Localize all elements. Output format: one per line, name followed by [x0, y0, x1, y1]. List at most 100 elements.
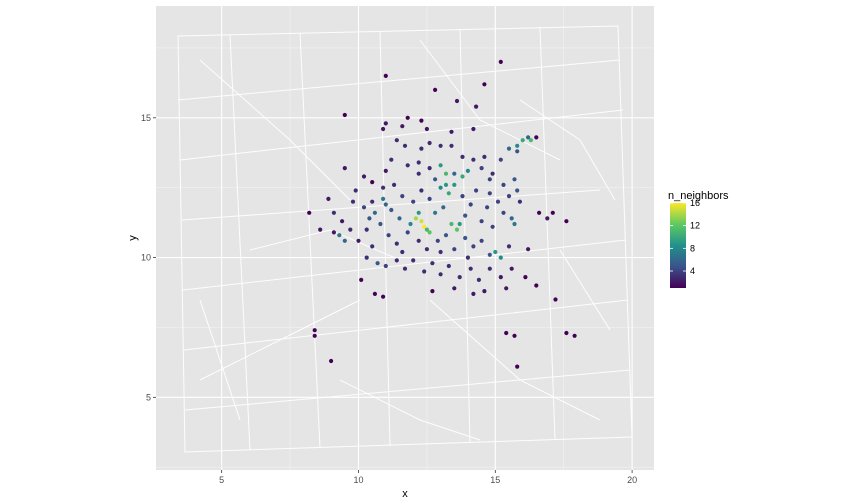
data-point: [318, 227, 323, 232]
data-point: [520, 138, 525, 143]
data-point: [498, 59, 503, 64]
data-point: [482, 154, 487, 159]
data-point: [356, 238, 361, 243]
street: [299, 32, 321, 449]
legend-colorbar: [670, 203, 686, 288]
data-point: [370, 244, 375, 249]
street: [419, 39, 561, 161]
data-point: [422, 269, 427, 274]
data-point: [367, 216, 372, 221]
minor-grid: [156, 6, 654, 470]
data-point: [537, 210, 542, 215]
street: [183, 299, 629, 351]
street: [559, 249, 611, 331]
y-tick-label: 10: [141, 253, 151, 263]
data-point: [572, 333, 577, 338]
data-point: [394, 241, 399, 246]
data-point: [495, 199, 501, 204]
data-point: [479, 166, 484, 171]
data-point: [402, 266, 408, 271]
data-point: [498, 157, 503, 162]
data-point: [512, 177, 517, 182]
data-point: [487, 266, 492, 271]
data-point: [383, 73, 388, 78]
street: [179, 109, 624, 161]
data-point: [383, 263, 388, 269]
data-point: [460, 154, 465, 159]
data-point: [512, 333, 517, 338]
data-point: [468, 266, 473, 271]
data-point: [564, 330, 569, 336]
data-point: [523, 275, 528, 280]
data-point: [364, 255, 369, 260]
data-points: [307, 59, 577, 369]
data-point: [331, 210, 336, 215]
data-point: [515, 149, 520, 154]
data-point: [427, 196, 432, 201]
data-point: [460, 174, 465, 179]
data-point: [405, 115, 410, 120]
data-point: [482, 82, 487, 87]
data-point: [378, 221, 383, 227]
x-tick-label: 15: [490, 475, 500, 485]
data-point: [441, 205, 446, 210]
data-point: [515, 143, 520, 148]
data-point: [506, 244, 512, 249]
data-point: [471, 291, 476, 296]
data-point: [463, 235, 468, 241]
data-point: [512, 221, 517, 227]
data-point: [471, 126, 476, 132]
data-point: [416, 238, 421, 243]
data-point: [372, 291, 377, 296]
street: [249, 229, 401, 261]
data-point: [474, 188, 479, 193]
data-point: [463, 213, 468, 218]
data-point: [471, 157, 476, 162]
data-point: [509, 216, 514, 221]
data-point: [307, 210, 312, 215]
data-point: [337, 233, 342, 238]
street: [182, 239, 627, 291]
data-point: [545, 216, 550, 221]
data-point: [416, 160, 421, 165]
data-point: [394, 138, 399, 143]
data-point: [479, 238, 484, 243]
data-point: [517, 199, 523, 204]
street: [519, 99, 616, 201]
data-point: [485, 205, 490, 210]
data-point: [389, 157, 394, 162]
data-point: [435, 238, 440, 243]
data-point: [454, 227, 460, 232]
y-axis-ticks: 5 10 15: [141, 113, 156, 402]
data-point: [370, 199, 375, 204]
y-tick-label: 15: [141, 113, 151, 123]
data-point: [405, 163, 410, 168]
data-point: [386, 233, 391, 238]
data-point: [342, 166, 347, 171]
data-point: [433, 87, 438, 92]
data-point: [493, 249, 498, 255]
street: [177, 59, 621, 101]
data-point: [438, 163, 443, 168]
data-point: [487, 177, 492, 182]
data-point: [400, 194, 405, 199]
data-point: [397, 216, 402, 221]
data-point: [534, 135, 539, 140]
data-point: [498, 275, 503, 280]
street: [429, 299, 601, 421]
data-point: [375, 261, 380, 266]
data-point: [509, 266, 514, 271]
street: [229, 34, 251, 451]
data-point: [326, 196, 331, 201]
data-point: [506, 194, 512, 199]
data-point: [383, 168, 388, 173]
data-point: [482, 289, 487, 294]
x-axis-title: x: [402, 488, 408, 500]
data-point: [350, 199, 356, 204]
data-point: [416, 171, 421, 176]
data-point: [446, 263, 451, 269]
data-point: [411, 199, 416, 204]
data-point: [312, 333, 317, 338]
data-point: [329, 358, 334, 364]
data-point: [416, 210, 421, 215]
